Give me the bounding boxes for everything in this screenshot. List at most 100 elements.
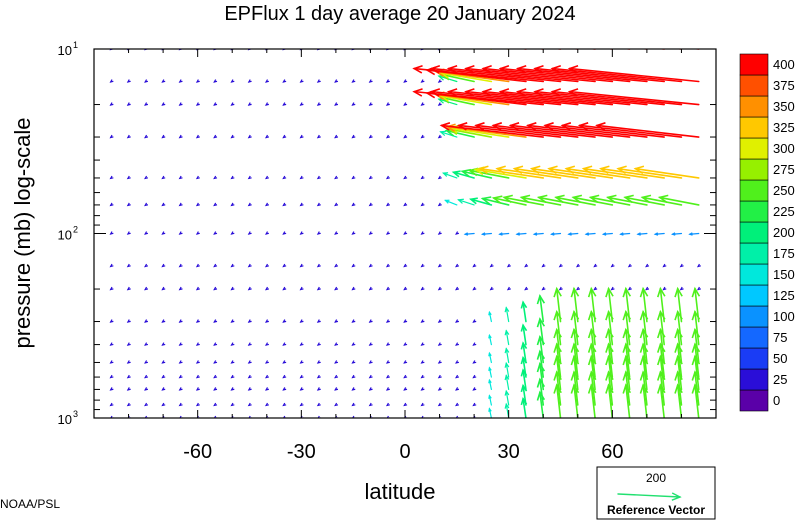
y-tick-label: 10 xyxy=(58,228,72,243)
flux-vector xyxy=(144,175,149,180)
flux-vector xyxy=(126,342,131,346)
flux-vector xyxy=(368,319,373,323)
flux-vector xyxy=(351,263,356,268)
flux-vector xyxy=(213,102,218,106)
flux-vector xyxy=(536,377,546,406)
flux-vector xyxy=(109,231,114,235)
flux-vector xyxy=(385,342,390,346)
flux-vector xyxy=(317,415,321,418)
colorbar-cell xyxy=(739,74,769,97)
flux-vector xyxy=(368,374,373,379)
flux-vector xyxy=(213,402,218,407)
flux-vector xyxy=(230,134,235,139)
flux-vector xyxy=(316,319,321,323)
flux-vector xyxy=(640,194,683,206)
flux-vector xyxy=(316,79,321,83)
flux-vector xyxy=(617,492,682,501)
flux-vector xyxy=(550,232,562,236)
flux-vector xyxy=(560,122,665,138)
flux-vector xyxy=(126,387,131,391)
colorbar-label: 250 xyxy=(773,183,795,198)
flux-vector xyxy=(455,286,460,291)
flux-vector xyxy=(230,319,235,323)
flux-vector xyxy=(230,286,235,291)
flux-vector xyxy=(178,342,183,346)
flux-vector xyxy=(161,202,166,207)
flux-vector xyxy=(670,232,683,236)
flux-vector xyxy=(605,383,614,418)
flux-vector xyxy=(478,165,545,179)
vector-field xyxy=(109,49,701,418)
flux-vector xyxy=(536,349,546,378)
flux-vector xyxy=(126,202,131,207)
flux-vector xyxy=(403,202,408,207)
colorbar-cell xyxy=(739,221,769,244)
flux-vector xyxy=(334,231,339,235)
flux-vector xyxy=(403,342,408,346)
flux-vector xyxy=(472,402,477,407)
flux-vector xyxy=(247,319,252,323)
flux-vector xyxy=(690,49,700,50)
flux-vector xyxy=(213,319,218,323)
y-tick-label: 10 xyxy=(58,412,72,427)
flux-vector xyxy=(437,319,442,323)
flux-vector xyxy=(679,286,684,291)
x-axis: -60 -30 0 30 60 xyxy=(93,49,717,463)
flux-vector xyxy=(351,102,356,106)
flux-vector xyxy=(581,165,648,179)
flux-vector xyxy=(178,360,183,364)
flux-vector xyxy=(504,374,510,391)
flux-vector xyxy=(541,286,546,291)
flux-vector xyxy=(472,263,477,268)
colorbar-label: 350 xyxy=(773,99,795,114)
flux-vector xyxy=(368,175,373,180)
flux-vector xyxy=(109,79,114,83)
flux-vector xyxy=(437,387,442,391)
flux-vector xyxy=(536,334,546,364)
flux-vector xyxy=(622,383,632,418)
flux-vector xyxy=(299,286,304,291)
flux-vector xyxy=(547,165,614,179)
flux-vector xyxy=(213,202,218,207)
flux-vector xyxy=(605,194,648,206)
flux-vector xyxy=(161,387,166,391)
flux-vector xyxy=(437,79,442,83)
flux-vector xyxy=(558,286,563,291)
flux-vector xyxy=(126,79,131,83)
flux-vector xyxy=(195,134,200,139)
flux-vector xyxy=(282,342,287,346)
flux-vector xyxy=(532,232,544,236)
flux-vector xyxy=(587,354,597,391)
flux-vector xyxy=(519,194,562,206)
flux-vector xyxy=(403,286,408,291)
flux-vector xyxy=(230,102,235,106)
colorbar-cell xyxy=(739,389,769,412)
colorbar-cell xyxy=(739,326,769,349)
flux-vector xyxy=(230,360,235,364)
flux-vector xyxy=(316,231,321,235)
flux-vector xyxy=(230,175,235,180)
flux-vector xyxy=(316,374,321,379)
colorbar-label: 275 xyxy=(773,162,795,177)
flux-vector xyxy=(439,130,458,138)
flux-vector xyxy=(455,231,460,235)
flux-vector xyxy=(282,175,287,180)
flux-vector xyxy=(161,79,166,83)
x-tick-label: 0 xyxy=(399,441,410,463)
flux-vector xyxy=(195,79,200,83)
flux-vector xyxy=(567,88,700,106)
flux-vector xyxy=(587,309,597,346)
reference-vector-value: 200 xyxy=(646,471,666,485)
flux-vector xyxy=(420,374,425,379)
flux-vector xyxy=(110,415,114,418)
flux-vector xyxy=(195,342,200,346)
flux-vector xyxy=(520,368,528,391)
flux-vector xyxy=(126,231,131,235)
flux-vector xyxy=(439,122,545,138)
flux-vector xyxy=(351,402,356,407)
flux-vector xyxy=(674,354,683,391)
colorbar-cell xyxy=(739,284,769,307)
flux-vector xyxy=(488,407,492,418)
flux-vector xyxy=(674,383,683,418)
